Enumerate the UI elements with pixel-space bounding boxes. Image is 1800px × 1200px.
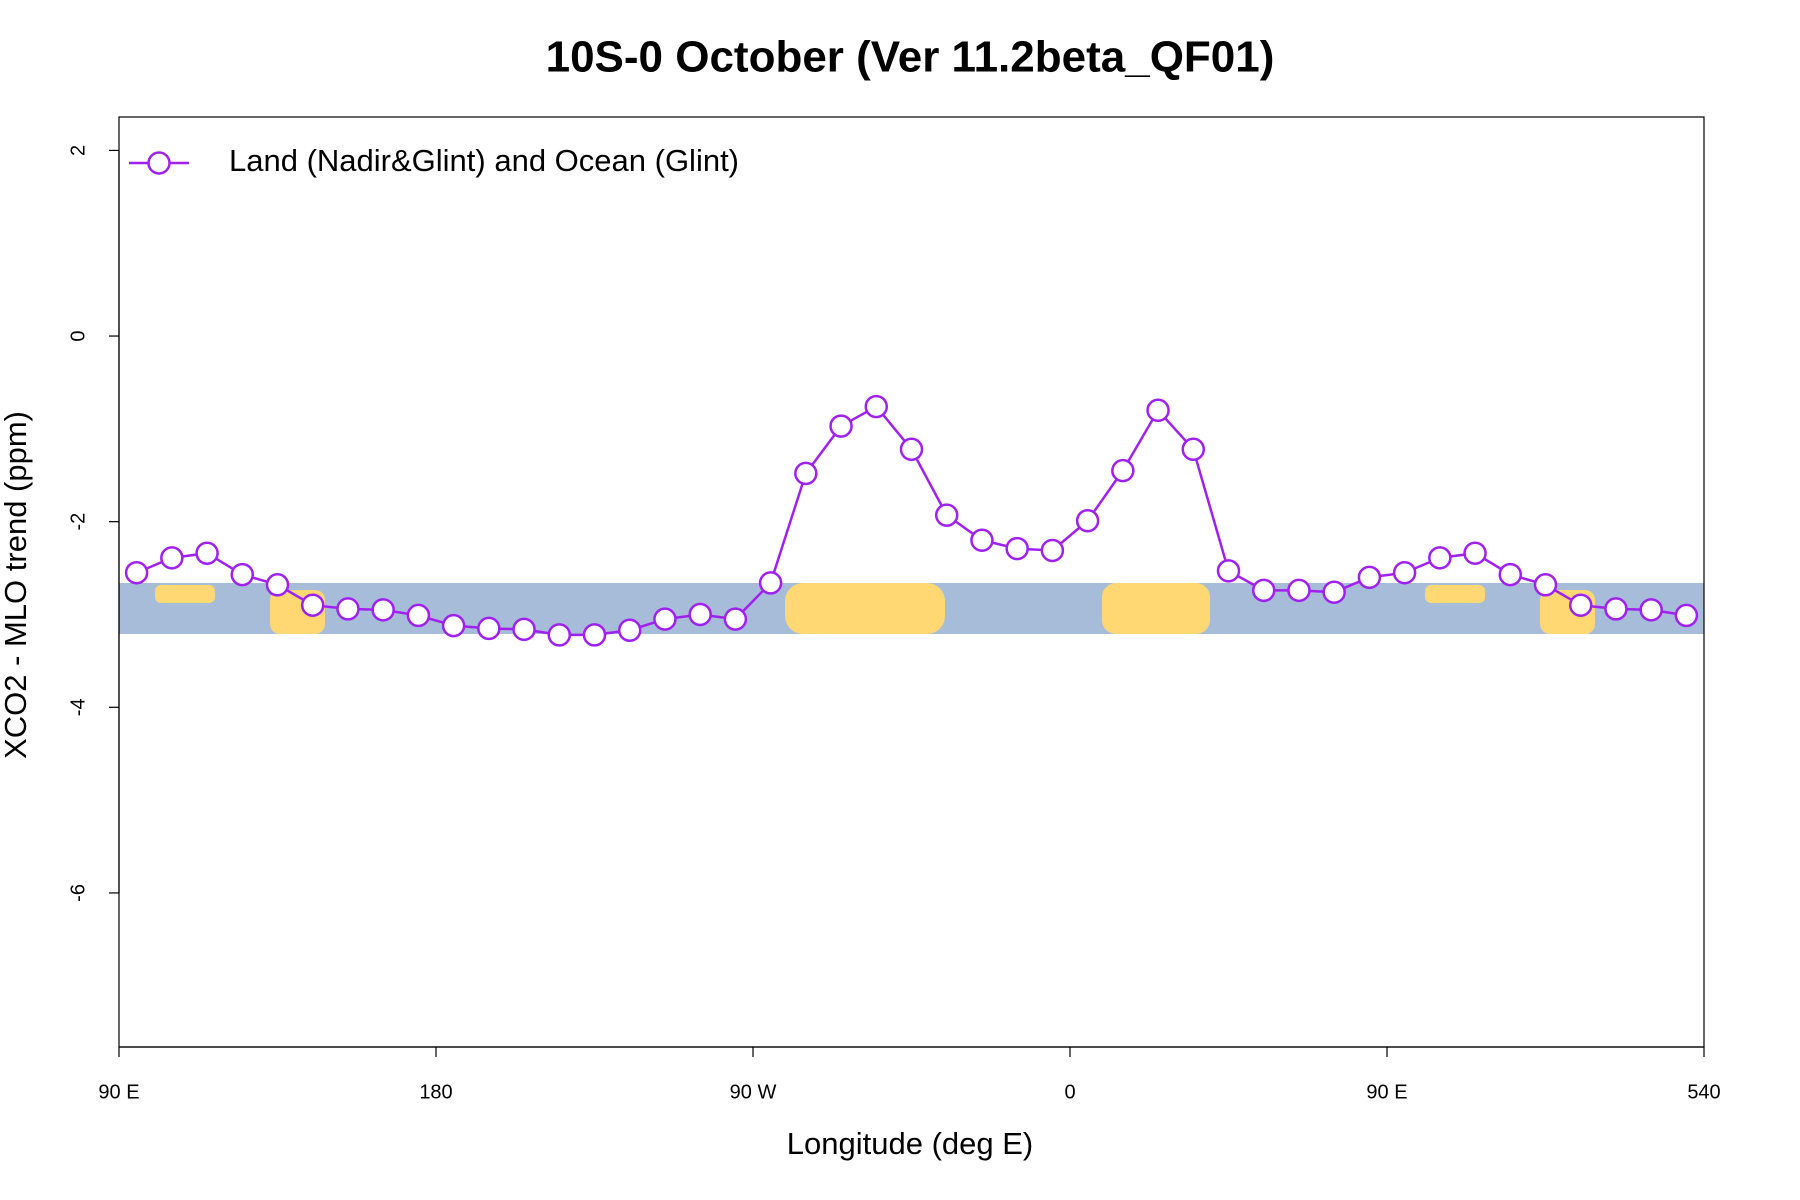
data-point [1181,437,1206,462]
data-point [1322,580,1346,604]
data-point [1568,593,1593,617]
data-point [582,623,607,647]
plot-frame [118,116,1705,1048]
data-point [1498,562,1523,587]
data-point [1674,603,1699,628]
data-point [195,541,219,565]
data-point [336,597,360,621]
legend-marker [147,151,171,175]
y-tick-label: -6 [67,884,89,902]
data-point [230,562,255,587]
data-point [1216,559,1241,583]
data-point [406,603,431,628]
data-point [1639,598,1663,622]
x-tick-label: 90 E [98,1081,139,1103]
data-point [1146,398,1170,423]
y-tick-label: -4 [67,698,89,716]
x-tick-label: 540 [1687,1081,1720,1103]
data-point [617,618,642,643]
data-point [899,437,924,462]
legend-label: Land (Nadir&Glint) and Ocean (Glint) [229,143,739,178]
data-point [1040,538,1065,563]
data-point [547,623,572,647]
data-point [124,560,149,585]
data-point [723,607,748,631]
y-tick-label: 2 [67,145,89,156]
x-tick-label: 90 W [730,1081,777,1103]
data-point [371,598,395,622]
data-point [1005,536,1029,561]
data-point [653,607,677,631]
data-point [1604,597,1628,621]
y-tick-label: 0 [67,330,89,341]
data-point [1357,565,1382,590]
data-point [688,602,712,627]
data-point [934,503,959,527]
data-point [265,573,290,597]
x-tick-label: 180 [419,1081,452,1103]
data-point [477,616,501,641]
data-point [1111,458,1135,483]
data-point [829,414,853,438]
x-tick-label: 0 [1064,1081,1075,1103]
data-point [300,593,325,617]
data-point [1251,578,1276,603]
y-axis-label: XCO2 - MLO trend (ppm) [0,411,33,759]
data-point [1533,573,1558,597]
y-tick-label: -2 [67,513,89,531]
data-point [1287,578,1311,603]
data-point [758,571,783,595]
x-tick-label: 90 E [1366,1081,1407,1103]
data-point [794,461,818,486]
x-axis-label: Longitude (deg E) [787,1126,1033,1161]
data-point [512,617,536,642]
data-point [160,546,184,570]
chart-title: 10S-0 October (Ver 11.2beta_QF01) [546,33,1275,82]
data-point [970,528,994,552]
data-point [1392,560,1417,585]
data-point [1463,541,1487,565]
data-point [1428,546,1452,570]
data-point [864,394,889,419]
data-point [1075,508,1100,533]
data-point [441,613,466,638]
